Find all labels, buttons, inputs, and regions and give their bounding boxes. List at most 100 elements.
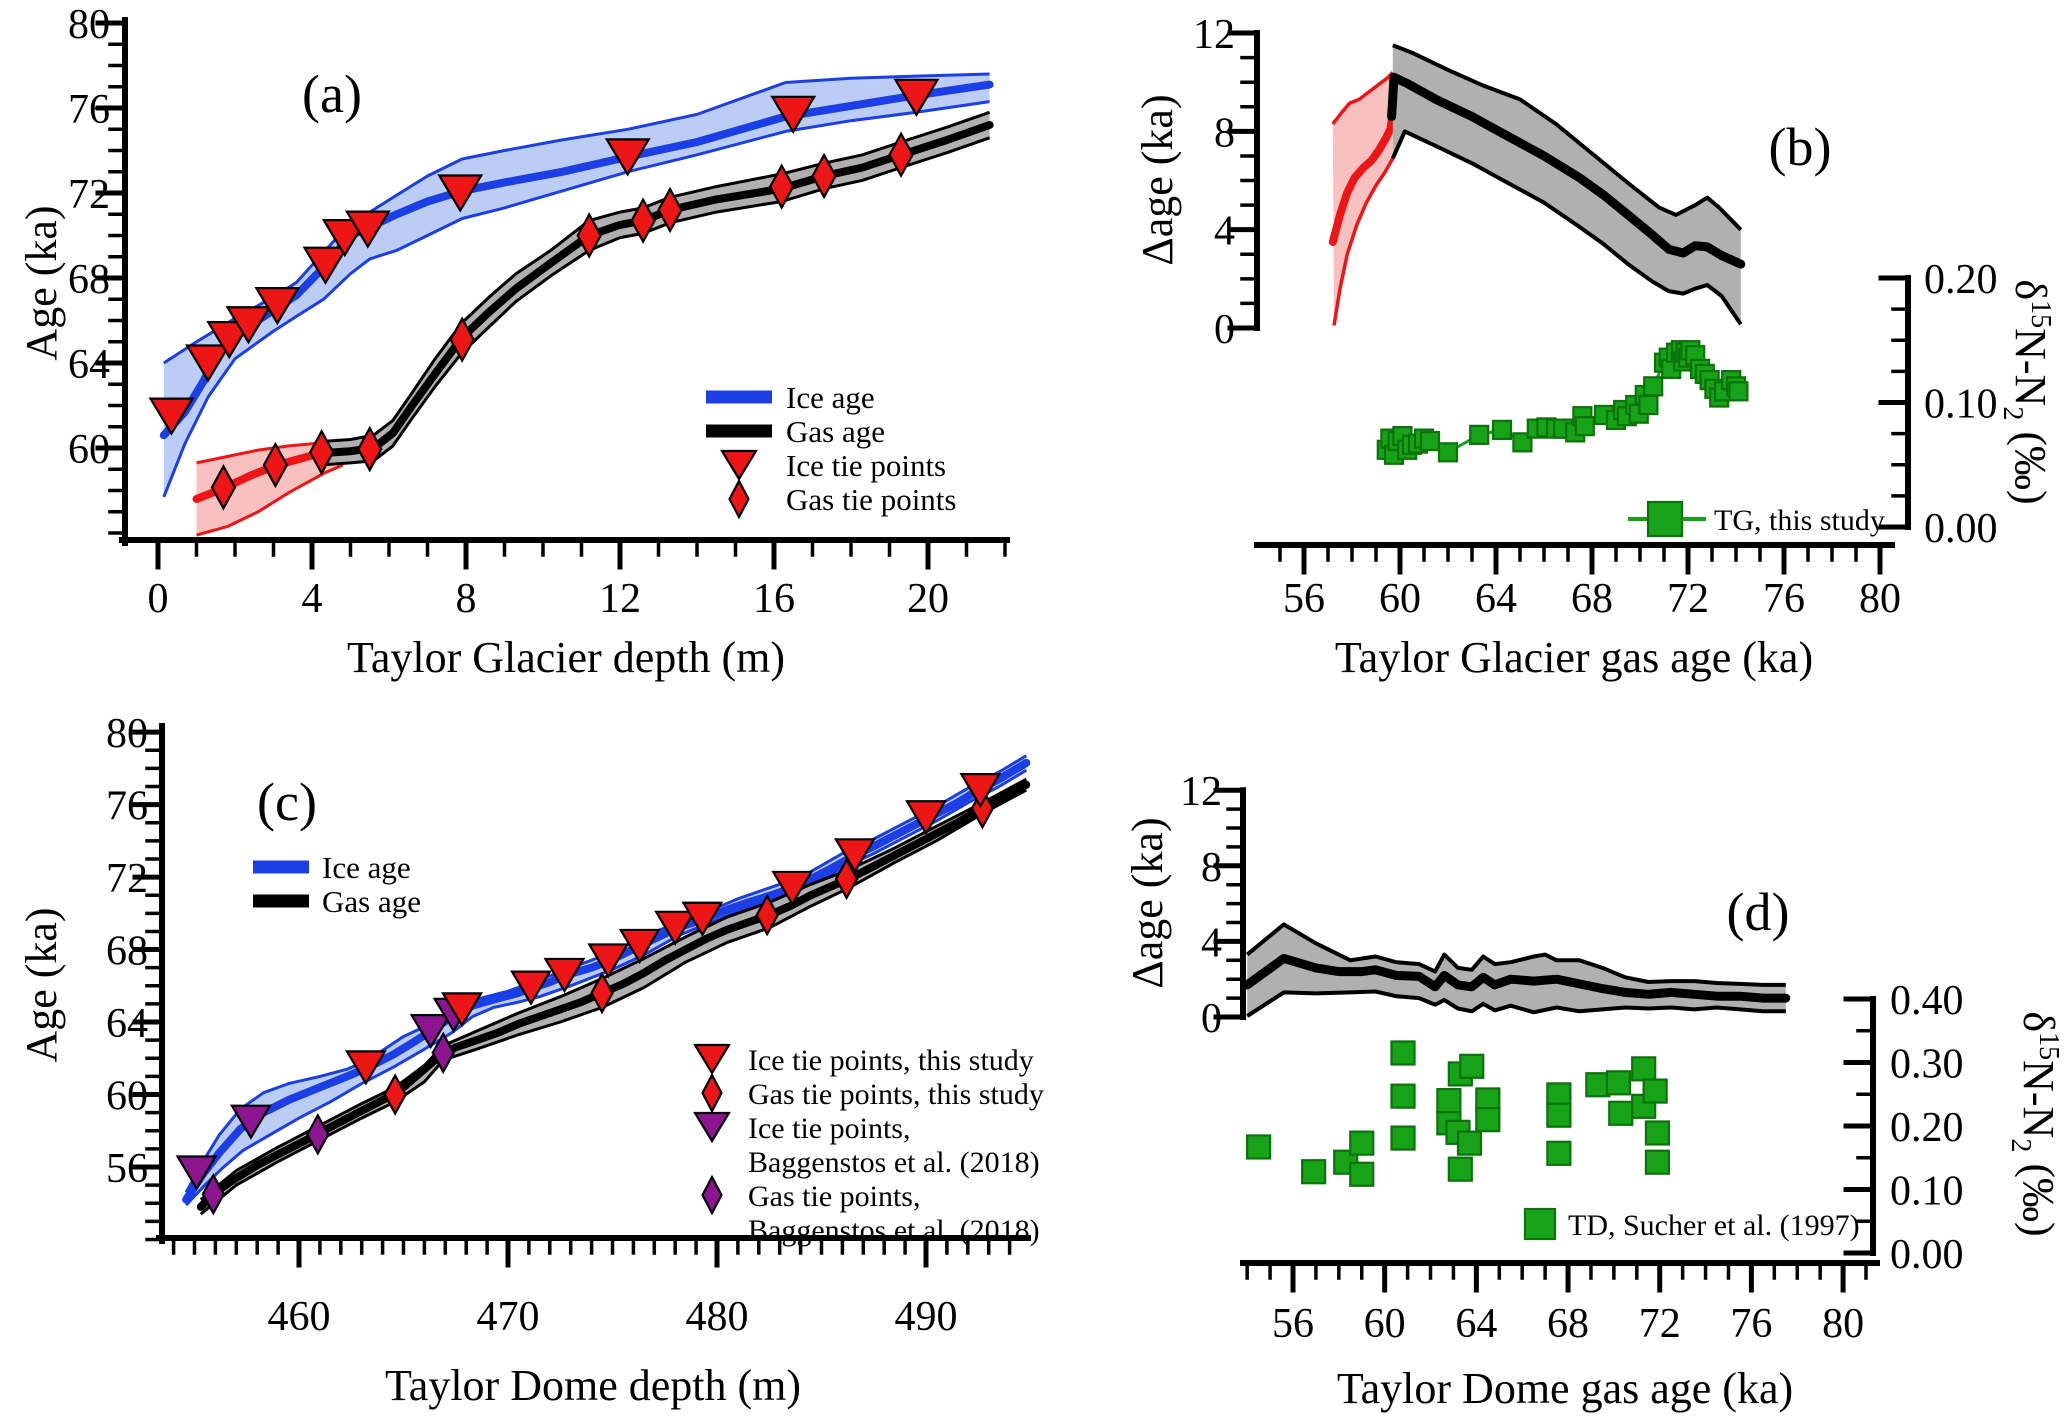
panel-b-xaxis-tick-label: 56 — [1283, 576, 1325, 622]
panel-c-xaxis-tick-label: 460 — [268, 1294, 331, 1340]
legend-label: Baggenstos et al. (2018) — [748, 1146, 1040, 1179]
panel-a-xaxis-tick-label: 16 — [753, 576, 795, 622]
panel-a-yaxis-tick-label: 80 — [68, 2, 110, 48]
panel-c: 460 470 480 490 56 60 64 68 72 76 80 Taylor Dome de… — [17, 711, 1044, 1410]
panel-a: 0 4 8 12 16 20 60 64 68 72 76 80 Taylor Glacier dept… — [17, 2, 1010, 682]
panel-d-legend: TD, Sucher et al. (1997) — [1523, 1207, 1860, 1242]
panel-a-gas-tie-points — [210, 131, 914, 511]
panel-c-yaxis-tick-label: 60 — [106, 1074, 148, 1120]
panel-d-xaxis-tick-label: 80 — [1822, 1301, 1864, 1347]
panel-b-dage-axis-tick-label: 0 — [1214, 307, 1235, 353]
panel-c-yaxis-tick-label: 68 — [106, 929, 148, 975]
panel-b-letter: (b) — [1769, 117, 1832, 177]
panel-b-xaxis-tick-label: 60 — [1379, 576, 1421, 622]
legend-label: Gas age — [786, 414, 885, 449]
legend-label: Ice tie points, — [748, 1112, 910, 1145]
legend-label: Ice tie points, this study — [748, 1044, 1034, 1077]
panel-b: 56 60 64 68 72 76 80 0 4 8 12 0.00 0.10 0.20 Taylor Gl… — [1133, 12, 2056, 682]
panel-a-xaxis-tick-label: 4 — [302, 576, 323, 622]
panel-b-d15n-axis-tick-label: 0.00 — [1924, 506, 1998, 552]
panel-d-d15n-axis-tick-label: 0.30 — [1890, 1042, 1964, 1088]
panel-a-yaxis-tick-label: 60 — [68, 427, 110, 473]
panel-b-xaxis-tick-label: 64 — [1475, 576, 1517, 622]
panel-b-legend: TG, this study — [1628, 500, 1885, 538]
panel-c-yaxis-tick-label: 76 — [106, 784, 148, 830]
panel-b-xaxis-tick-label: 80 — [1859, 576, 1901, 622]
panel-d-xlabel: Taylor Dome gas age (ka) — [1337, 1364, 1793, 1413]
panel-d-dage-axis-tick-label: 0 — [1201, 996, 1222, 1042]
legend-label: TD, Sucher et al. (1997) — [1568, 1209, 1860, 1242]
panel-a-letter: (a) — [302, 64, 362, 124]
panel-c-xaxis-tick-label: 480 — [686, 1294, 749, 1340]
panel-b-xlabel: Taylor Glacier gas age (ka) — [1335, 633, 1813, 682]
panel-b-dage-axis-tick-label: 12 — [1193, 12, 1235, 58]
panel-a-xaxis-tick-label: 8 — [456, 576, 477, 622]
panel-c-xlabel: Taylor Dome depth (m) — [385, 1361, 801, 1410]
panel-b-dage-band — [1390, 43, 1743, 326]
panel-b-xaxis-tick-label: 76 — [1763, 576, 1805, 622]
legend-label: Ice tie points — [786, 448, 946, 483]
panel-b-dage-red-band — [1331, 71, 1395, 326]
panel-d-letter: (d) — [1727, 882, 1790, 942]
panel-d-d15n-axis-tick-label: 0.20 — [1890, 1105, 1964, 1151]
panel-b-dage-line — [1387, 72, 1746, 269]
panel-a-xaxis-tick-label: 20 — [907, 576, 949, 622]
panel-c-xaxis-tick-label: 490 — [895, 1294, 958, 1340]
panel-d-xaxis-tick-label: 56 — [1272, 1301, 1314, 1347]
panel-d-ylabel-right: δ15N-N2 (‰) — [2005, 1011, 2064, 1236]
panel-c-ice-tie-points — [344, 773, 1002, 1086]
panel-a-yaxis-tick-label: 76 — [68, 87, 110, 133]
panel-b-d15n-tg — [1376, 340, 1749, 465]
panel-c-ice-age-line — [182, 758, 1031, 1204]
panel-a-xaxis-tick-label: 0 — [148, 576, 169, 622]
panel-d-ylabel-left: Δage (ka) — [1123, 817, 1172, 988]
panel-c-gas-age-line — [196, 780, 1031, 1211]
panel-b-dage-axis-tick-label: 8 — [1214, 110, 1235, 156]
panel-d-dage-axis-tick-label: 4 — [1201, 920, 1222, 966]
panel-b-xaxis-tick-label: 68 — [1571, 576, 1613, 622]
panel-d-d15n-axis-tick-label: 0.10 — [1890, 1169, 1964, 1215]
panel-c-ice-age-band — [184, 754, 1028, 1207]
legend-label: Gas tie points — [786, 482, 957, 517]
legend-label: TG, this study — [1714, 504, 1885, 537]
panel-c-gas-tie-points-baggenstos — [201, 1031, 455, 1216]
panel-d-dage-line — [1242, 953, 1791, 1003]
panel-a-ice-tie-points — [148, 78, 940, 436]
panel-c-yaxis-tick-label: 80 — [106, 711, 148, 757]
panel-b-dage-red-line — [1328, 112, 1397, 246]
panel-b-ylabel-right: δ15N-N2 (‰) — [1997, 279, 2056, 504]
panel-a-ylabel: Age (ka) — [17, 205, 66, 360]
panel-d-d15n-td — [1246, 1040, 1671, 1187]
legend-label: Gas tie points, this study — [748, 1078, 1044, 1111]
panel-d: 56 60 64 68 72 76 80 0 4 8 12 0.00 0.10 0.20 0.30 0.40 T… — [1123, 769, 2064, 1413]
panel-a-xlabel: Taylor Glacier depth (m) — [347, 633, 785, 682]
panel-d-d15n-axis-tick-label: 0.00 — [1890, 1232, 1964, 1278]
panel-c-yaxis-tick-label: 56 — [106, 1146, 148, 1192]
panel-c-gas-tie-points — [383, 786, 995, 1116]
legend-label: Baggenstos et al. (2018) — [748, 1214, 1040, 1247]
panel-c-letter: (c) — [257, 772, 317, 832]
panel-c-xaxis-tick-label: 470 — [477, 1294, 540, 1340]
panel-a-yaxis-tick-label: 72 — [68, 172, 110, 218]
panel-a-xaxis-tick-label: 12 — [599, 576, 641, 622]
panel-d-xaxis-tick-label: 60 — [1364, 1301, 1406, 1347]
panel-c-yaxis-tick-label: 72 — [106, 856, 148, 902]
panel-d-xaxis-tick-label: 64 — [1455, 1301, 1497, 1347]
panel-c-ylabel: Age (ka) — [17, 907, 66, 1062]
panel-d-dage-axis-tick-label: 12 — [1180, 769, 1222, 815]
panel-d-xaxis-tick-label: 68 — [1547, 1301, 1589, 1347]
panel-b-xaxis-tick-label: 72 — [1667, 576, 1709, 622]
panel-d-xaxis-tick-label: 72 — [1639, 1301, 1681, 1347]
panel-d-dage-axis-tick-label: 8 — [1201, 845, 1222, 891]
panel-b-d15n-axis-tick-label: 0.10 — [1924, 382, 1998, 428]
panel-b-dage-axis-tick-label: 4 — [1214, 209, 1235, 255]
panel-d-xaxis-tick-label: 76 — [1730, 1301, 1772, 1347]
legend-label: Ice age — [786, 380, 875, 415]
panel-a-yaxis-tick-label: 64 — [68, 342, 110, 388]
panel-b-d15n-axis-tick-label: 0.20 — [1924, 257, 1998, 303]
